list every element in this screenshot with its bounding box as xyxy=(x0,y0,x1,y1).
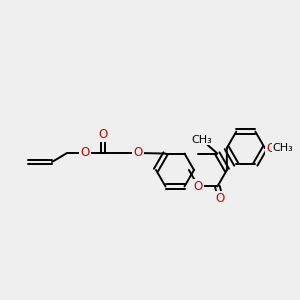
Text: O: O xyxy=(194,180,203,193)
Text: O: O xyxy=(134,146,142,160)
Text: CH₃: CH₃ xyxy=(191,134,212,145)
Text: O: O xyxy=(80,146,90,160)
Text: O: O xyxy=(266,142,275,154)
Text: O: O xyxy=(98,128,108,142)
Text: O: O xyxy=(216,192,225,205)
Text: CH₃: CH₃ xyxy=(272,143,293,153)
